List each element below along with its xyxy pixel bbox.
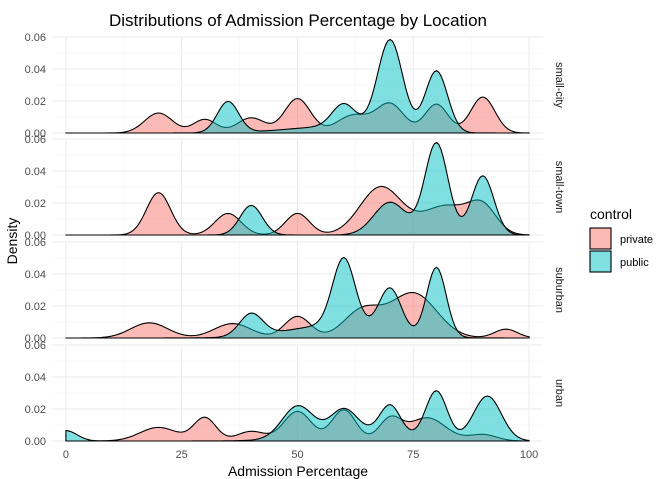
y-tick-label: 0.02 [25,301,46,313]
legend-title: control [590,206,632,222]
y-tick-label: 0.02 [25,198,46,210]
y-tick-label: 0.00 [25,128,46,140]
y-tick-label: 0.00 [25,436,46,448]
x-tick-label: 100 [520,449,538,461]
y-tick-label: 0.00 [25,230,46,242]
facet-strip-label: small-town [553,161,565,214]
legend-item-public: public [589,250,649,273]
x-tick-label: 25 [176,449,188,461]
chart-title: Distributions of Admission Percentage by… [109,11,487,30]
x-tick-label: 50 [291,449,303,461]
y-tick-label: 0.06 [25,237,46,249]
legend-swatch [589,250,612,273]
legend-swatch [589,227,612,250]
facet-panel-urban: 0.00 0.02 0.04 0.06 urban [25,340,565,448]
x-axis-title: Admission Percentage [228,463,368,479]
legend-label: public [620,257,649,269]
y-tick-label: 0.02 [25,404,46,416]
y-tick-label: 0.04 [25,372,46,384]
x-tick-labels: 0 25 50 75 100 [63,449,538,461]
y-axis-title: Density [4,218,20,265]
y-tick-label: 0.04 [25,166,46,178]
y-tick-label: 0.06 [25,32,46,44]
facet-panel-small-town: 0.00 0.02 0.04 0.06 small-town [25,134,565,242]
facet-panels: 0.000.020.040.06small-city0.000.020.040.… [25,32,565,461]
x-tick-label: 75 [407,449,419,461]
density-area-public [65,390,530,442]
legend-label: private [620,234,653,246]
y-tick-label: 0.02 [25,96,46,108]
facet-panel-small-city: 0.00 0.02 0.04 0.06 small-city [25,32,565,140]
density-area-public [65,141,530,236]
density-area-public [65,256,530,339]
x-tick-label: 0 [63,449,69,461]
y-tick-label: 0.04 [25,64,46,76]
legend: control private public [589,206,653,273]
y-tick-label: 0.06 [25,340,46,352]
facet-strip-label: small-city [553,62,565,108]
facet-strip-label: urban [553,379,565,407]
facet-panel-suburban: 0.00 0.02 0.04 0.06 suburban [25,237,565,345]
legend-item-private: private [589,227,653,250]
y-tick-label: 0.04 [25,269,46,281]
facet-strip-label: suburban [553,267,565,313]
density-area-public [65,38,530,134]
y-tick-label: 0.00 [25,333,46,345]
y-tick-label: 0.06 [25,134,46,146]
